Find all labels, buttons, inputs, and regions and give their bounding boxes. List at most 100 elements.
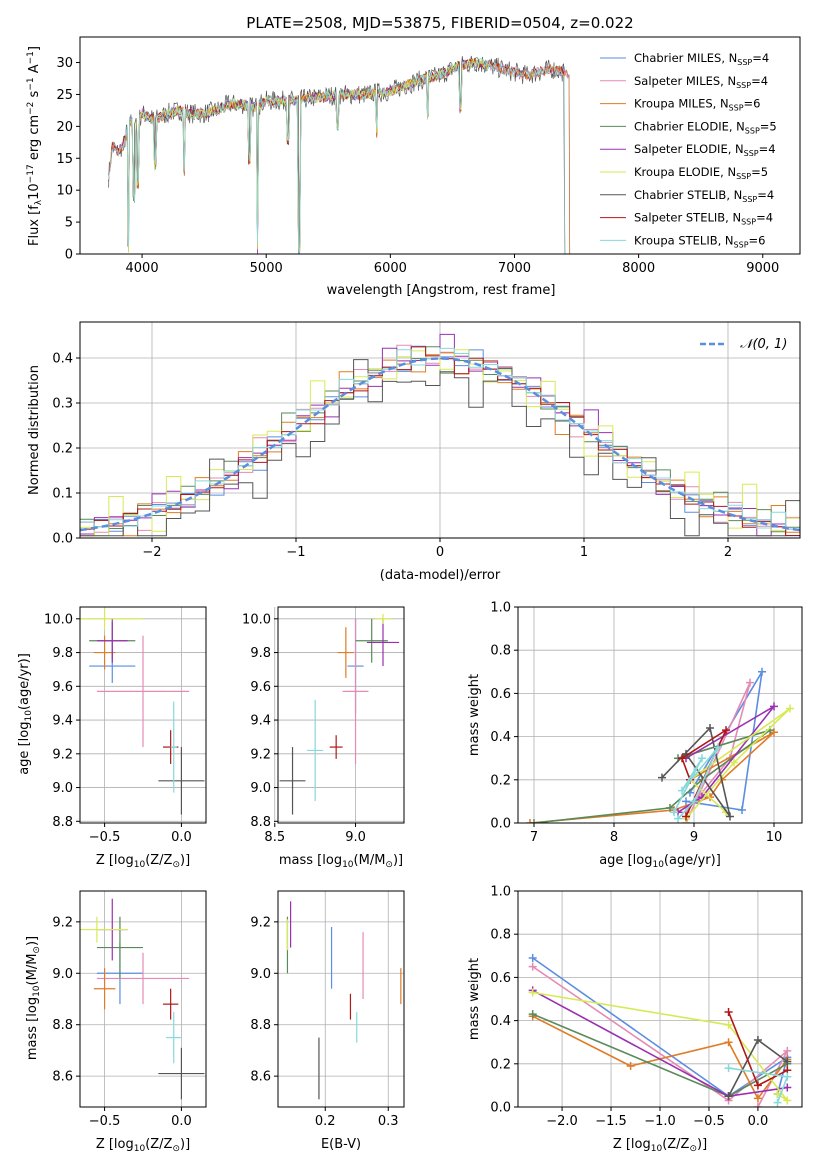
- y-tick-label: 0.0: [490, 817, 511, 832]
- mass-vs-metallicity-xlabel: Z [log10(Z/Z⊙)]: [96, 1137, 190, 1154]
- y-tick-label: 8.8: [52, 815, 73, 830]
- y-tick-label: 0.8: [490, 928, 511, 943]
- y-tick-label: 9.6: [52, 680, 73, 695]
- y-tick-label: 0.4: [52, 352, 73, 367]
- y-tick-label: 0.2: [490, 1057, 511, 1072]
- weight-marker-2: [724, 1038, 733, 1047]
- y-tick-label: 0.2: [490, 773, 511, 788]
- y-tick-label: 0.3: [52, 397, 73, 412]
- legend-nssp-5: =5: [751, 165, 768, 179]
- mass-weight-vs-metallicity-marks: [528, 953, 792, 1107]
- residual-xlabel: (data-model)/error: [380, 568, 501, 583]
- mass-vs-reddening-xlabel: E(B-V): [321, 1137, 361, 1152]
- y-tick-label: 0.4: [490, 1014, 511, 1029]
- weight-marker-4: [770, 702, 778, 711]
- x-tick-label: −2: [142, 545, 161, 560]
- weight-marker-7: [753, 1081, 762, 1090]
- weight-marker-3: [530, 819, 538, 823]
- legend-subscript-8: SSP: [734, 240, 749, 249]
- y-tick-label: 20: [56, 120, 73, 135]
- x-tick-label: 4000: [126, 261, 159, 276]
- y-tick-label: 8.8: [250, 815, 271, 830]
- y-tick-label: 10.0: [242, 612, 271, 627]
- weight-marker-8: [783, 1072, 792, 1081]
- x-tick-label: −1.0: [644, 1114, 676, 1129]
- legend-nssp-8: =6: [749, 233, 766, 247]
- weight-marker-6: [706, 723, 714, 732]
- weight-vs-metallicity-ylabel: mass weight: [467, 958, 482, 1040]
- x-tick-label: 9.0: [345, 830, 366, 845]
- legend-subscript-4: SSP: [744, 149, 759, 158]
- age-vs-mass-frame: [277, 606, 405, 824]
- mass-vs-reddening-plot: 0.2 0.3 8.6 8.8 9.0 9.2: [250, 890, 405, 1129]
- residual-legend: 𝒩(0, 1): [700, 337, 787, 352]
- spectrum-ylabel: Flux [fλ10−17 erg cm−2 s−1 A−1]: [26, 46, 44, 246]
- legend-label-5: Kroupa ELODIE, NSSP=5: [634, 165, 768, 181]
- weight-marker-8: [678, 786, 686, 795]
- x-tick-label: 8.5: [264, 830, 285, 845]
- weight-marker-8: [698, 754, 706, 763]
- residual-ylabel: Normed distribution: [27, 365, 42, 495]
- y-tick-label: 8.6: [250, 1070, 271, 1085]
- weight-marker-3: [528, 1010, 537, 1019]
- y-tick-label: 0.0: [52, 532, 73, 547]
- age-vs-metallicity-plot: −0.5 0.0 8.8 9.0 9.2 9.4 9.6 9.8 10.0: [44, 606, 207, 845]
- x-tick-label: 9000: [746, 261, 779, 276]
- y-tick-label: 0.6: [490, 971, 511, 986]
- legend-subscript-2: SSP: [729, 104, 744, 113]
- x-tick-label: 0.2: [315, 1114, 336, 1129]
- weight-vs-age-ylabel: mass weight: [467, 674, 482, 756]
- mass-weight-vs-age-marks: [526, 667, 794, 823]
- age-vs-metallicity-panel: −0.5 0.0 8.8 9.0 9.2 9.4 9.6 9.8 10.0 Z [log10(Z…: [17, 606, 207, 870]
- legend-subscript-0: SSP: [737, 58, 752, 67]
- weight-marker-0: [528, 953, 537, 962]
- mass-weight-vs-age-frame: [517, 606, 803, 824]
- age-vs-mass-plot: 8.5 9.0 8.8 9.0 9.2 9.4 9.6 9.8 10.0: [242, 606, 405, 845]
- x-tick-label: 0.0: [748, 1114, 769, 1129]
- y-tick-label: 10: [56, 184, 73, 199]
- weight-line-5: [532, 991, 788, 1102]
- mass-vs-metallicity-ylabel: mass [log10(M/M⊙)]: [25, 936, 42, 1060]
- age-vs-metallicity-ylabel: age [log10(age/yr)]: [17, 653, 34, 775]
- histogram-step-5: [80, 349, 800, 537]
- legend-label-7: Salpeter STELIB, NSSP=4: [634, 211, 773, 227]
- age-vs-metallicity-marks: [80, 607, 205, 815]
- age-vs-mass-panel: 8.5 9.0 8.8 9.0 9.2 9.4 9.6 9.8 10.0 mass [log10…: [242, 606, 405, 870]
- x-tick-label: 0: [436, 545, 444, 560]
- weight-marker-7: [682, 812, 690, 821]
- y-tick-label: 9.0: [52, 967, 73, 982]
- weight-marker-0: [682, 797, 690, 806]
- weight-marker-5: [730, 758, 738, 767]
- mass-vs-metallicity-panel: −0.5 0.0 8.6 8.8 9.0 9.2 Z [log10(Z/Z⊙)] mass…: [25, 890, 207, 1154]
- spectrum-panel: 4000 5000 6000 7000 8000 9000 0 5 10 15 20 25 30 wav…: [26, 36, 801, 298]
- y-tick-label: 9.0: [52, 781, 73, 796]
- weight-vs-metallicity-plot: −2.0 −1.5 −1.0 −0.5 0.0 0.0 0.2 0.4 0.6 0.8 1.0: [490, 885, 803, 1129]
- x-tick-label: 5000: [250, 261, 283, 276]
- legend-nssp-7: =4: [756, 211, 773, 225]
- weight-marker-6: [753, 1036, 762, 1045]
- age-vs-mass-xlabel: mass [log10(M/M⊙)]: [279, 853, 403, 870]
- legend-label-4: Salpeter ELODIE, NSSP=4: [634, 142, 776, 158]
- weight-marker-8: [724, 1064, 733, 1073]
- y-tick-label: 9.4: [250, 714, 271, 729]
- mass-vs-metallicity-marks: [80, 898, 205, 1100]
- spectrum-marks: [108, 55, 571, 254]
- y-tick-label: 1.0: [490, 885, 511, 900]
- weight-marker-0: [758, 667, 766, 676]
- legend-subscript-3: SSP: [745, 126, 760, 135]
- x-tick-label: 0.0: [171, 1114, 192, 1129]
- weight-marker-8: [773, 1098, 782, 1107]
- weight-marker-1: [746, 678, 754, 687]
- x-tick-label: 1: [580, 545, 588, 560]
- weight-vs-metallicity-xlabel: Z [log10(Z/Z⊙)]: [613, 1137, 707, 1154]
- spectrum-xlabel: wavelength [Angstrom, rest frame]: [327, 283, 556, 298]
- weight-marker-4: [783, 1083, 792, 1092]
- weight-marker-6: [783, 1057, 792, 1066]
- weight-marker-8: [714, 743, 722, 752]
- residual-plot: −2 −1 0 1 2 0.0 0.1 0.2 0.3 0.4: [52, 321, 801, 560]
- weight-marker-8: [674, 814, 682, 823]
- legend-label-6: Chabrier STELIB, NSSP=4: [634, 188, 774, 204]
- y-tick-label: 9.0: [250, 781, 271, 796]
- age-vs-metallicity-frame: [79, 606, 207, 824]
